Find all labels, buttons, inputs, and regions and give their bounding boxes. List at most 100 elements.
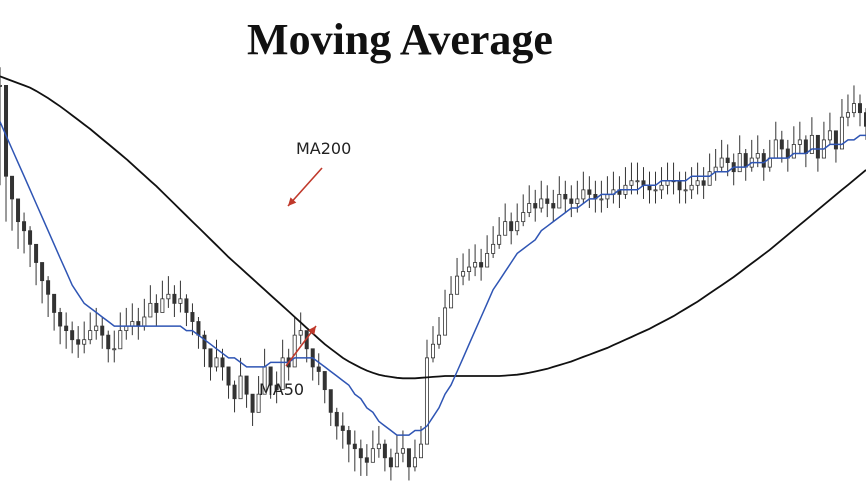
candle-body [280, 357, 285, 391]
candle-body [467, 266, 472, 272]
price-candle [785, 139, 790, 172]
price-candle [382, 439, 387, 472]
price-candle [767, 139, 772, 172]
price-candle [70, 321, 75, 354]
price-candle [148, 285, 153, 318]
candle-body [214, 357, 219, 368]
price-candle [515, 203, 520, 236]
price-candle [467, 248, 472, 281]
candle-body [226, 366, 231, 386]
ma50-line [0, 121, 866, 436]
price-candle [509, 212, 514, 245]
price-candle [539, 180, 544, 213]
candle-body [479, 262, 484, 268]
price-candle [160, 280, 165, 313]
candle-body [202, 334, 207, 350]
price-candle [244, 375, 249, 408]
price-candle [10, 175, 15, 231]
candle-body [16, 198, 21, 223]
price-candle [328, 389, 333, 426]
candle-body [815, 134, 820, 159]
price-candle [184, 294, 189, 327]
price-candle [424, 339, 429, 445]
candle-body [845, 112, 850, 118]
price-candle [76, 326, 81, 358]
candle-body [220, 357, 225, 368]
candle-body [148, 302, 153, 318]
candle-body [394, 452, 399, 468]
price-candle [713, 148, 718, 181]
price-candle [443, 289, 448, 336]
candle-body [232, 384, 237, 400]
price-candle [202, 330, 207, 367]
candle-body [334, 411, 339, 427]
price-candle [659, 167, 664, 199]
candle-body [743, 153, 748, 168]
price-candle [364, 444, 369, 476]
price-candle [280, 339, 285, 391]
candle-body [250, 393, 255, 413]
price-candle [208, 348, 213, 381]
candle-body [46, 280, 51, 295]
candle-body [509, 221, 514, 232]
price-candle [497, 217, 502, 249]
candle-body [52, 293, 57, 313]
price-candle [815, 134, 820, 172]
candle-body [497, 234, 502, 245]
price-candle [647, 171, 652, 204]
price-candle [124, 307, 129, 340]
candle-body [10, 175, 15, 200]
candle-body [449, 293, 454, 309]
candle-body [659, 184, 664, 191]
price-candle [839, 99, 844, 150]
candle-body [346, 430, 351, 445]
price-candle [274, 371, 279, 404]
price-candle [473, 244, 478, 277]
candle-body [539, 198, 544, 209]
candle-body [689, 184, 694, 191]
candle-body [388, 457, 393, 468]
candle-body [340, 425, 345, 431]
price-candle [485, 235, 490, 268]
candle-body [797, 139, 802, 145]
candle-body [100, 325, 105, 336]
candle-body [851, 103, 856, 114]
price-candle [605, 176, 610, 209]
price-candle [226, 366, 231, 399]
candle-body [376, 443, 381, 450]
price-candle [16, 198, 21, 249]
candle-body [160, 298, 165, 313]
price-candle [52, 293, 57, 331]
candle-body [370, 448, 375, 463]
price-candle [707, 153, 712, 186]
candle-body [683, 189, 688, 192]
price-candle [587, 176, 592, 209]
candle-body [64, 325, 69, 332]
candle-body [76, 339, 81, 345]
price-candle [557, 176, 562, 209]
candle-body [238, 375, 243, 400]
price-candle [491, 226, 496, 258]
price-candle [545, 185, 550, 218]
candle-body [40, 262, 45, 282]
candle-body [545, 198, 550, 204]
candle-body [118, 330, 123, 350]
price-candle [461, 253, 466, 286]
candle-body [208, 348, 213, 368]
price-candle [136, 307, 141, 340]
candle-body [461, 271, 466, 277]
price-candle [569, 185, 574, 218]
candle-body [599, 198, 604, 201]
candle-body [172, 293, 177, 304]
price-candle [641, 167, 646, 199]
price-candle [695, 162, 700, 195]
price-candle [40, 262, 45, 304]
price-candle [370, 430, 375, 463]
price-candle [857, 94, 862, 127]
candle-body [575, 198, 580, 204]
candle-body [292, 334, 297, 368]
price-candle [455, 257, 460, 295]
candle-body [725, 157, 730, 164]
price-candle [773, 121, 778, 159]
price-candle [821, 121, 826, 159]
